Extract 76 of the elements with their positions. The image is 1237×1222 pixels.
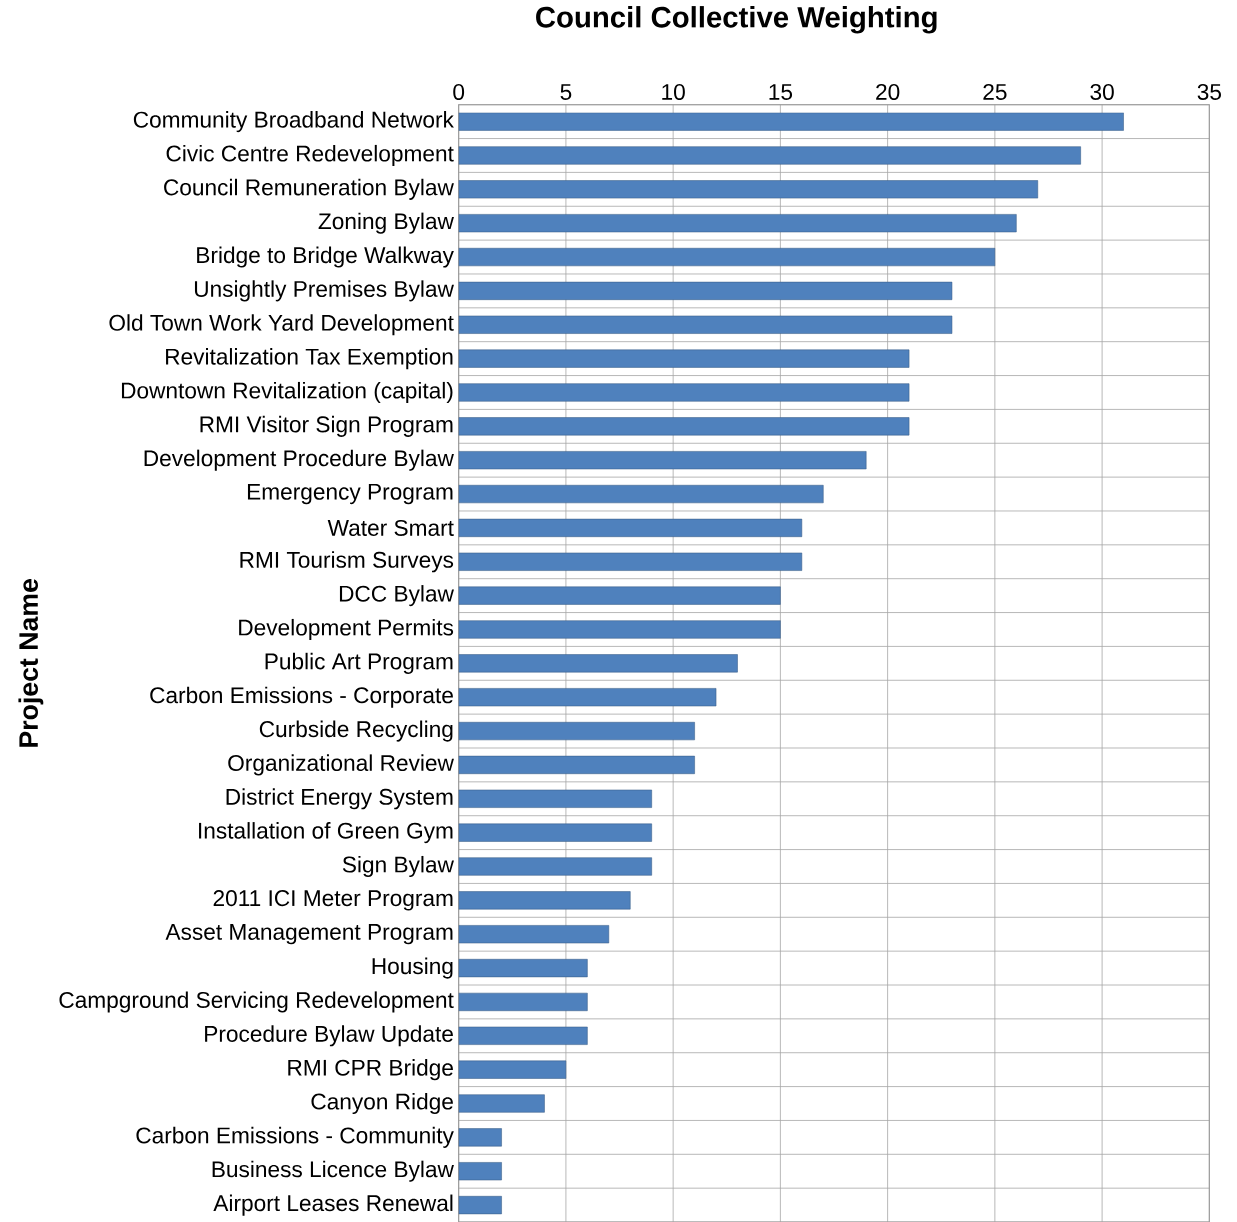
y-tick-label: DCC Bylaw — [339, 585, 454, 607]
bar — [458, 1026, 588, 1045]
bar — [458, 1196, 502, 1215]
bar — [458, 688, 717, 707]
y-tick-label: Council Remuneration Bylaw — [164, 178, 454, 200]
y-tick-label: Development Procedure Bylaw — [144, 449, 454, 471]
y-tick-label: Sign Bylaw — [342, 855, 454, 878]
y-tick-label: Organizational Review — [228, 754, 454, 776]
y-tick-label: Asset Management Program — [165, 924, 453, 945]
y-tick-label: Unsightly Premises Bylaw — [194, 280, 454, 302]
y-tick-label: Canyon Ridge — [311, 1092, 453, 1115]
y-tick-label: Bridge to Bridge Walkway — [197, 246, 454, 268]
bar — [458, 451, 867, 470]
y-tick-label: Old Town Work Yard Development — [109, 314, 454, 336]
y-tick-label: Zoning Bylaw — [318, 212, 454, 234]
bar — [458, 281, 953, 300]
x-tick-label: 5 — [560, 84, 572, 100]
bar — [458, 721, 695, 741]
bar — [458, 247, 996, 267]
bar — [458, 891, 631, 910]
y-tick-label: Downtown Revitalization (capital) — [121, 381, 453, 404]
bar — [458, 992, 588, 1012]
y-tick-label: Procedure Bylaw Update — [205, 1025, 453, 1047]
y-tick-label: Emergency Program — [247, 483, 453, 505]
x-tick-label: 0 — [453, 83, 465, 100]
x-tick-label: 10 — [662, 83, 685, 100]
bar — [458, 1094, 545, 1113]
bar — [458, 654, 738, 673]
y-tick-label: 2011 ICI Meter Program — [213, 890, 453, 911]
bar — [458, 586, 781, 605]
y-tick-label: Revitalization Tax Exemption — [166, 348, 453, 370]
y-tick-label: Housing — [372, 957, 453, 979]
y-tick-label: Community Broadband Network — [133, 111, 454, 133]
x-tick-label: 15 — [769, 84, 793, 100]
y-tick-label: RMI CPR Bridge — [288, 1059, 453, 1081]
y-tick-label: Carbon Emissions - Corporate — [150, 686, 453, 708]
y-tick-label: Curbside Recycling — [259, 720, 453, 742]
bar — [458, 789, 652, 808]
y-tick-label: District Energy System — [226, 788, 453, 810]
y-tick-label: Business Licence Bylaw — [212, 1160, 454, 1182]
bar — [458, 417, 910, 436]
bar — [458, 1128, 502, 1147]
y-axis-title: Project Name — [18, 579, 44, 747]
x-tick-label: 20 — [876, 83, 900, 100]
bar — [458, 1162, 502, 1181]
bar — [458, 857, 652, 876]
y-tick-label: Water Smart — [327, 519, 454, 536]
bar — [458, 959, 588, 978]
y-tick-label: Public Art Program — [265, 652, 453, 674]
y-tick-label: RMI Tourism Surveys — [240, 551, 454, 573]
bar — [458, 925, 610, 944]
y-tick-label: Airport Leases Renewal — [213, 1194, 453, 1216]
bar — [458, 214, 1017, 233]
y-tick-label: Development Permits — [239, 618, 454, 641]
x-tick-label: 35 — [1197, 83, 1221, 100]
y-tick-label: Installation of Green Gym — [199, 822, 453, 844]
bar — [458, 112, 1124, 131]
bar — [458, 755, 695, 774]
y-tick-label: Campground Servicing Redevelopment — [59, 991, 454, 1013]
bar — [458, 823, 652, 842]
bar — [458, 146, 1081, 165]
chart-title: Council Collective Weighting — [536, 6, 937, 34]
y-tick-label: RMI Visitor Sign Program — [200, 415, 453, 437]
bar — [458, 620, 781, 639]
bar — [458, 484, 824, 504]
x-tick-label: 25 — [983, 83, 1007, 100]
bar — [458, 552, 803, 571]
bar — [458, 349, 910, 368]
x-tick-label: 30 — [1090, 83, 1114, 100]
bar — [458, 180, 1039, 199]
bar — [458, 315, 953, 334]
bar — [458, 1060, 567, 1079]
y-tick-label: Civic Centre Redevelopment — [166, 144, 454, 167]
bar — [458, 383, 910, 402]
bar — [458, 518, 803, 537]
y-tick-label: Carbon Emissions - Community — [136, 1126, 454, 1148]
